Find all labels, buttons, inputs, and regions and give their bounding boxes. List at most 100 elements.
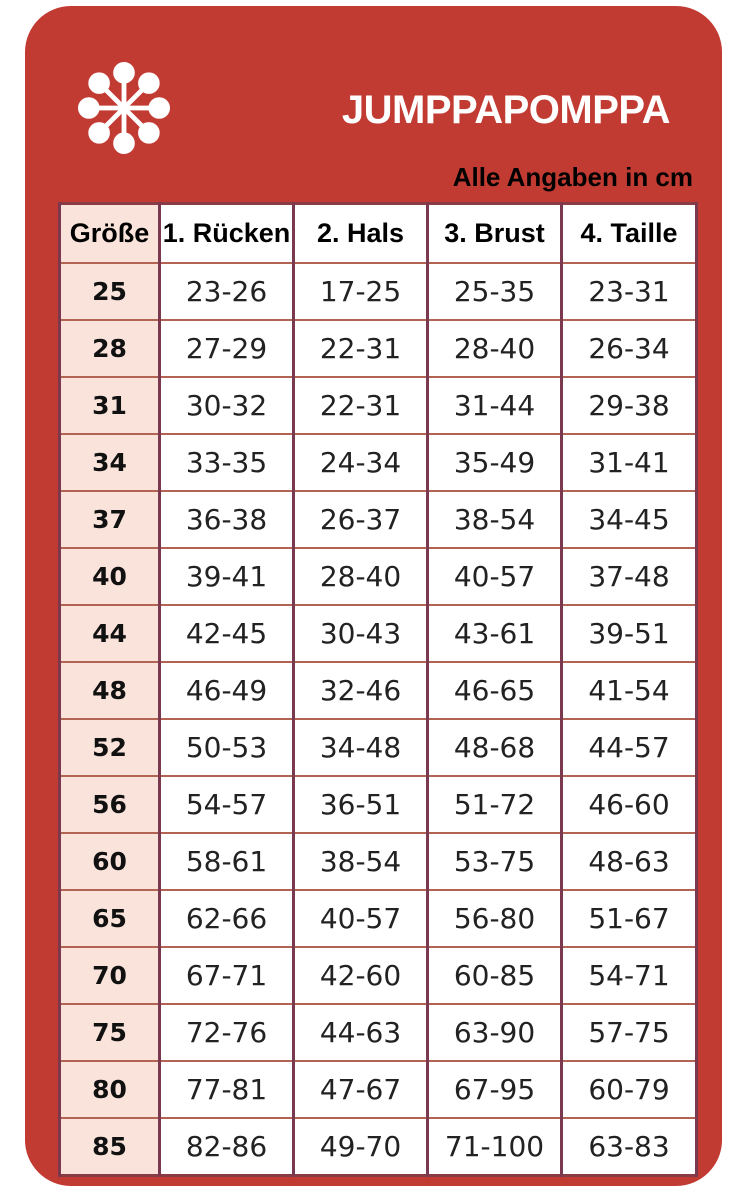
size-cell: 37 <box>58 490 161 549</box>
value-cell: 36-51 <box>292 775 429 834</box>
value-cell: 37-48 <box>560 547 698 606</box>
value-cell: 42-60 <box>292 946 429 1005</box>
table-row: 34 33-35 24-34 35-49 31-41 <box>58 433 698 492</box>
table-row: 48 46-49 32-46 46-65 41-54 <box>58 661 698 720</box>
size-cell: 34 <box>58 433 161 492</box>
value-cell: 30-43 <box>292 604 429 663</box>
value-cell: 30-32 <box>158 376 295 435</box>
value-cell: 39-51 <box>560 604 698 663</box>
value-cell: 77-81 <box>158 1060 295 1119</box>
table-row: 40 39-41 28-40 40-57 37-48 <box>58 547 698 606</box>
value-cell: 48-68 <box>426 718 563 777</box>
table-row: 37 36-38 26-37 38-54 34-45 <box>58 490 698 549</box>
size-cell: 31 <box>58 376 161 435</box>
table-row: 44 42-45 30-43 43-61 39-51 <box>58 604 698 663</box>
value-cell: 27-29 <box>158 319 295 378</box>
value-cell: 38-54 <box>292 832 429 891</box>
value-cell: 57-75 <box>560 1003 698 1062</box>
value-cell: 43-61 <box>426 604 563 663</box>
value-cell: 38-54 <box>426 490 563 549</box>
snowflake-icon <box>78 62 170 154</box>
value-cell: 46-65 <box>426 661 563 720</box>
column-header-brust: 3. Brust <box>426 202 563 264</box>
header-row: Größe 1. Rücken 2. Hals 3. Brust 4. Tail… <box>58 202 698 264</box>
size-table: Größe 1. Rücken 2. Hals 3. Brust 4. Tail… <box>58 202 698 1177</box>
value-cell: 23-31 <box>560 262 698 321</box>
value-cell: 40-57 <box>426 547 563 606</box>
value-cell: 28-40 <box>292 547 429 606</box>
size-cell: 40 <box>58 547 161 606</box>
value-cell: 34-45 <box>560 490 698 549</box>
value-cell: 22-31 <box>292 319 429 378</box>
table-row: 56 54-57 36-51 51-72 46-60 <box>58 775 698 834</box>
value-cell: 82-86 <box>158 1117 295 1177</box>
column-header-ruecken: 1. Rücken <box>158 202 295 264</box>
value-cell: 47-67 <box>292 1060 429 1119</box>
value-cell: 60-85 <box>426 946 563 1005</box>
table-row: 52 50-53 34-48 48-68 44-57 <box>58 718 698 777</box>
column-header-taille: 4. Taille <box>560 202 698 264</box>
size-cell: 44 <box>58 604 161 663</box>
value-cell: 62-66 <box>158 889 295 948</box>
table-body: 25 23-26 17-25 25-35 23-31 28 27-29 22-31 28-40 2… <box>58 262 698 1177</box>
value-cell: 60-79 <box>560 1060 698 1119</box>
size-cell: 48 <box>58 661 161 720</box>
value-cell: 25-35 <box>426 262 563 321</box>
value-cell: 28-40 <box>426 319 563 378</box>
size-cell: 70 <box>58 946 161 1005</box>
size-cell: 56 <box>58 775 161 834</box>
value-cell: 51-67 <box>560 889 698 948</box>
value-cell: 49-70 <box>292 1117 429 1177</box>
size-chart-card: JUMPPAPOMPPA Alle Angaben in cm Größe 1.… <box>25 6 722 1186</box>
value-cell: 31-44 <box>426 376 563 435</box>
column-header-hals: 2. Hals <box>292 202 429 264</box>
column-header-groesse: Größe <box>58 202 161 264</box>
value-cell: 22-31 <box>292 376 429 435</box>
size-cell: 25 <box>58 262 161 321</box>
value-cell: 50-53 <box>158 718 295 777</box>
value-cell: 34-48 <box>292 718 429 777</box>
brand-title: JUMPPAPOMPPA <box>341 88 671 132</box>
value-cell: 26-37 <box>292 490 429 549</box>
table-row: 65 62-66 40-57 56-80 51-67 <box>58 889 698 948</box>
value-cell: 67-71 <box>158 946 295 1005</box>
table-row: 70 67-71 42-60 60-85 54-71 <box>58 946 698 1005</box>
value-cell: 72-76 <box>158 1003 295 1062</box>
value-cell: 71-100 <box>426 1117 563 1177</box>
table-row: 85 82-86 49-70 71-100 63-83 <box>58 1117 698 1177</box>
value-cell: 33-35 <box>158 433 295 492</box>
value-cell: 46-60 <box>560 775 698 834</box>
value-cell: 23-26 <box>158 262 295 321</box>
value-cell: 44-63 <box>292 1003 429 1062</box>
value-cell: 36-38 <box>158 490 295 549</box>
size-cell: 65 <box>58 889 161 948</box>
units-note: Alle Angaben in cm <box>452 162 693 192</box>
value-cell: 31-41 <box>560 433 698 492</box>
value-cell: 32-46 <box>292 661 429 720</box>
table-row: 25 23-26 17-25 25-35 23-31 <box>58 262 698 321</box>
size-cell: 75 <box>58 1003 161 1062</box>
value-cell: 51-72 <box>426 775 563 834</box>
value-cell: 39-41 <box>158 547 295 606</box>
value-cell: 48-63 <box>560 832 698 891</box>
value-cell: 63-83 <box>560 1117 698 1177</box>
table-row: 60 58-61 38-54 53-75 48-63 <box>58 832 698 891</box>
value-cell: 67-95 <box>426 1060 563 1119</box>
value-cell: 46-49 <box>158 661 295 720</box>
size-cell: 28 <box>58 319 161 378</box>
value-cell: 54-71 <box>560 946 698 1005</box>
size-cell: 60 <box>58 832 161 891</box>
table-row: 75 72-76 44-63 63-90 57-75 <box>58 1003 698 1062</box>
size-cell: 80 <box>58 1060 161 1119</box>
value-cell: 42-45 <box>158 604 295 663</box>
value-cell: 26-34 <box>560 319 698 378</box>
value-cell: 41-54 <box>560 661 698 720</box>
value-cell: 29-38 <box>560 376 698 435</box>
size-cell: 52 <box>58 718 161 777</box>
value-cell: 17-25 <box>292 262 429 321</box>
value-cell: 40-57 <box>292 889 429 948</box>
value-cell: 63-90 <box>426 1003 563 1062</box>
value-cell: 24-34 <box>292 433 429 492</box>
value-cell: 54-57 <box>158 775 295 834</box>
value-cell: 44-57 <box>560 718 698 777</box>
